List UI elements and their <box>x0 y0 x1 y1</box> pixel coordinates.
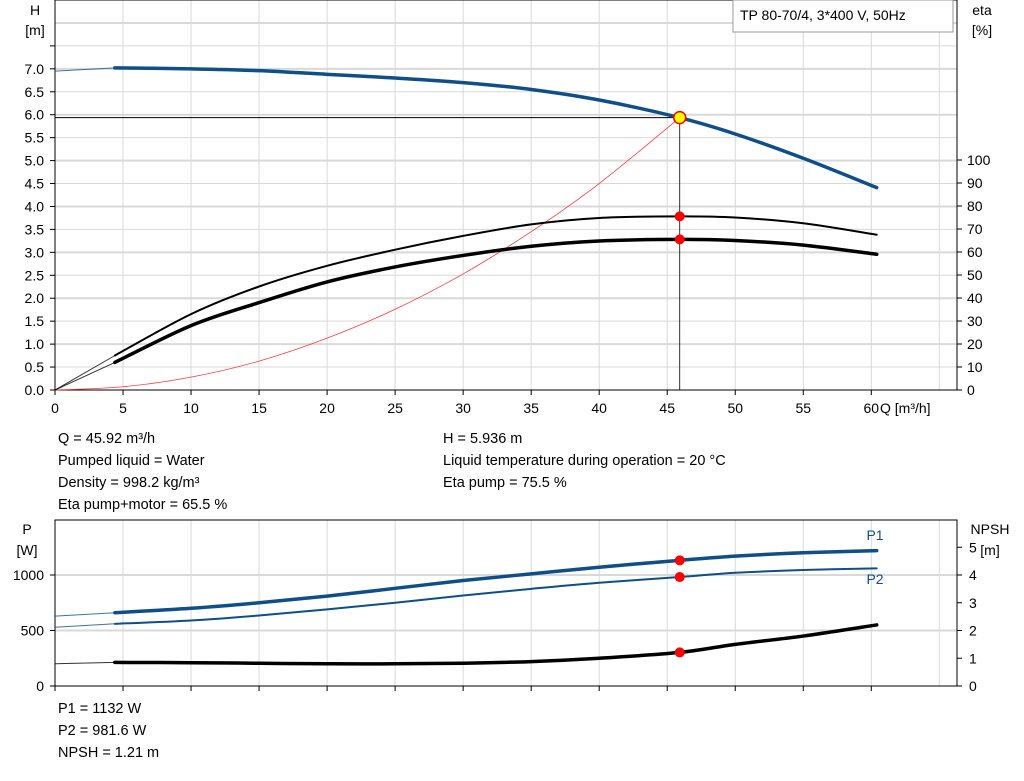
x-tick-label: 60 <box>864 400 880 416</box>
eta-pump-point <box>674 211 685 222</box>
x-tick-label: 45 <box>659 400 675 416</box>
x-tick-label: 25 <box>387 400 403 416</box>
y-left-tick-label: 6.0 <box>25 107 45 123</box>
info-h: H = 5.936 m <box>443 431 523 447</box>
y-left-tick-label: 1.5 <box>25 313 45 329</box>
head-curve <box>113 66 879 190</box>
x-axis-label: Q [m³/h] <box>880 400 931 416</box>
y-left-tick-label: 2.0 <box>25 290 45 306</box>
system-curve <box>54 117 680 391</box>
y-left-tick-label: 6.5 <box>25 84 45 100</box>
y-left-tick-label: 4.5 <box>25 176 45 192</box>
info-density: Density = 998.2 kg/m³ <box>58 475 200 491</box>
y-left-tick-label: 4.0 <box>25 198 45 214</box>
y-right-tick-label: 50 <box>967 267 983 283</box>
x-tick-label: 20 <box>319 400 335 416</box>
y-left-tick-label: 3.5 <box>25 221 45 237</box>
npsh-point <box>674 647 685 658</box>
y-right-tick-label: 70 <box>967 221 983 237</box>
y-left-tick-label: 1.0 <box>25 336 45 352</box>
y-right-tick-label: 40 <box>967 290 983 306</box>
p1-series-label: P1 <box>866 527 883 543</box>
y-right-tick-label: 2 <box>969 623 977 639</box>
x-tick-label: 0 <box>51 400 59 416</box>
y-left-tick-label: 500 <box>21 623 45 639</box>
x-tick-label: 40 <box>591 400 607 416</box>
y-left-tick-label: 0.5 <box>25 359 45 375</box>
x-tick-label: 15 <box>251 400 267 416</box>
x-tick-label: 5 <box>119 400 127 416</box>
y-right-tick-label: 60 <box>967 244 983 260</box>
y-left-axis-label: P <box>22 521 31 537</box>
y-right-tick-label: 30 <box>967 313 983 329</box>
y-right-tick-label: 4 <box>969 567 977 583</box>
y-right-tick-label: 0 <box>967 382 975 398</box>
info-p1: P1 = 1132 W <box>58 701 142 717</box>
p2-curve-extension <box>54 623 115 628</box>
npsh-curve-extension <box>54 661 115 665</box>
y-right-tick-label: 100 <box>967 152 991 168</box>
eta-pump-curve <box>113 215 878 357</box>
p2-point <box>674 572 685 583</box>
y-left-axis-unit: [m] <box>25 22 44 38</box>
p2-series-label: P2 <box>866 571 883 587</box>
head-curve-extension <box>54 67 115 72</box>
y-right-tick-label: 10 <box>967 359 983 375</box>
info-liquid: Pumped liquid = Water <box>58 453 205 469</box>
x-tick-label: 50 <box>727 400 743 416</box>
info-right: H = 5.936 m Liquid temperature during op… <box>443 428 726 494</box>
title-box <box>732 0 954 33</box>
info-bottom: P1 = 1132 W P2 = 981.6 W NPSH = 1.21 m <box>58 698 159 764</box>
eta-pump-motor-curve-extension <box>54 361 116 391</box>
y-right-tick-label: 80 <box>967 198 983 214</box>
y-right-tick-label: 20 <box>967 336 983 352</box>
p1-point <box>674 555 685 566</box>
p1-curve <box>113 548 879 615</box>
info-p2: P2 = 981.6 W <box>58 723 147 739</box>
info-eta-pump-motor: Eta pump+motor = 65.5 % <box>58 497 228 513</box>
p2-curve <box>113 567 878 625</box>
npsh-curve <box>113 623 879 666</box>
y-right-tick-label: 0 <box>969 678 977 694</box>
operating-point <box>672 110 687 125</box>
x-tick-label: 35 <box>523 400 539 416</box>
y-left-tick-label: 3.0 <box>25 244 45 260</box>
y-left-tick-label: 1000 <box>13 567 44 583</box>
eta-pump-curve-extension <box>54 355 116 391</box>
chart-title: TP 80-70/4, 3*400 V, 50Hz <box>740 7 906 23</box>
y-left-axis-unit: [W] <box>17 542 38 558</box>
y-right-axis-unit: [m] <box>980 542 999 558</box>
info-npsh: NPSH = 1.21 m <box>58 745 160 761</box>
info-temperature: Liquid temperature during operation = 20… <box>443 453 726 469</box>
y-left-tick-label: 2.5 <box>25 267 45 283</box>
y-right-tick-label: 5 <box>969 539 977 555</box>
x-tick-label: 10 <box>183 400 199 416</box>
y-right-axis-label: eta <box>972 2 992 18</box>
x-tick-label: 30 <box>455 400 471 416</box>
info-q: Q = 45.92 m³/h <box>58 431 156 447</box>
y-left-tick-label: 0.0 <box>25 382 45 398</box>
info-eta-pump: Eta pump = 75.5 % <box>443 475 567 491</box>
y-right-tick-label: 3 <box>969 595 977 611</box>
y-right-axis-label: NPSH <box>971 521 1010 537</box>
eta-pump-motor-point <box>674 234 685 245</box>
y-left-tick-label: 5.5 <box>25 130 45 146</box>
y-left-tick-label: 0 <box>36 678 44 694</box>
p1-curve-extension <box>54 612 115 617</box>
y-left-tick-label: 7.0 <box>25 61 45 77</box>
x-tick-label: 55 <box>795 400 811 416</box>
info-left: Q = 45.92 m³/h Pumped liquid = Water Den… <box>58 428 227 516</box>
y-left-axis-label: H <box>30 2 40 18</box>
y-right-axis-unit: [%] <box>972 22 992 38</box>
y-right-tick-label: 90 <box>967 175 983 191</box>
y-left-tick-label: 5.0 <box>25 153 45 169</box>
eta-pump-motor-curve <box>113 237 879 365</box>
y-right-tick-label: 1 <box>969 650 977 666</box>
plot-frame-top <box>54 0 958 391</box>
